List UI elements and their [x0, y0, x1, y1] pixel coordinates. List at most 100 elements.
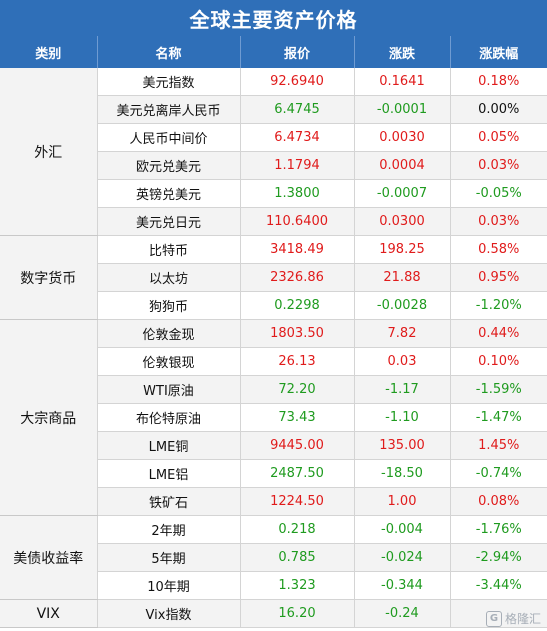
price-cell: 72.20: [239, 375, 354, 404]
asset-name-cell: 欧元兑美元: [96, 151, 240, 180]
table-row: 狗狗币 0.2298 -0.0028 -1.20%: [0, 291, 547, 320]
change-cell: 7.82: [353, 319, 450, 348]
asset-name-cell: 比特币: [96, 235, 240, 264]
change-pct-cell: -0.74%: [449, 459, 547, 488]
change-pct-cell: -1.20%: [449, 291, 547, 320]
change-pct-cell: 0.00%: [449, 95, 547, 124]
change-cell: 135.00: [353, 431, 450, 460]
asset-name-cell: 2年期: [96, 515, 240, 544]
change-pct-cell: -2.94%: [449, 543, 547, 572]
table-row: 人民币中间价 6.4734 0.0030 0.05%: [0, 123, 547, 152]
price-cell: 0.785: [239, 543, 354, 572]
change-pct-cell: 0.03%: [449, 207, 547, 236]
table-row: 英镑兑美元 1.3800 -0.0007 -0.05%: [0, 179, 547, 208]
table-row: 数字货币 比特币 3418.49 198.25 0.58%: [0, 235, 547, 320]
price-cell: 26.13: [239, 347, 354, 376]
change-cell: -0.24: [353, 599, 450, 628]
change-pct-cell: [449, 599, 547, 628]
change-pct-cell: -1.76%: [449, 515, 547, 544]
table-row: VIX Vix指数 16.20 -0.24: [0, 599, 547, 628]
change-cell: -1.17: [353, 375, 450, 404]
table-body: 外汇 美元指数 92.6940 0.1641 0.18% 美元兑离岸人民币 6.4745 -0…: [0, 68, 547, 628]
change-cell: 0.0300: [353, 207, 450, 236]
price-cell: 0.2298: [239, 291, 354, 320]
asset-name-cell: Vix指数: [96, 599, 240, 628]
watermark: G 格隆汇: [485, 610, 541, 627]
change-pct-cell: 0.58%: [449, 235, 547, 264]
page-title: 全球主要资产价格: [0, 0, 547, 36]
change-pct-cell: 1.45%: [449, 431, 547, 460]
change-cell: -0.0007: [353, 179, 450, 208]
change-pct-cell: 0.05%: [449, 123, 547, 152]
asset-name-cell: 5年期: [96, 543, 240, 572]
asset-name-cell: 布伦特原油: [96, 403, 240, 432]
price-cell: 110.6400: [239, 207, 354, 236]
watermark-text: 格隆汇: [504, 612, 541, 626]
table-row: 5年期 0.785 -0.024 -2.94%: [0, 543, 547, 572]
table-row: 伦敦银现 26.13 0.03 0.10%: [0, 347, 547, 376]
asset-price-table: 类别 名称 报价 涨跌 涨跌幅 外汇 美元指数 92.6940 0.1641 0.18%…: [0, 36, 547, 628]
table-row: 外汇 美元指数 92.6940 0.1641 0.18%: [0, 68, 547, 236]
price-cell: 2326.86: [239, 263, 354, 292]
price-cell: 6.4745: [239, 95, 354, 124]
change-cell: 21.88: [353, 263, 450, 292]
table-row: 铁矿石 1224.50 1.00 0.08%: [0, 487, 547, 516]
change-pct-cell: 0.95%: [449, 263, 547, 292]
change-cell: 0.1641: [353, 68, 450, 96]
asset-name-cell: 美元指数: [96, 68, 240, 96]
change-pct-cell: 0.08%: [449, 487, 547, 516]
asset-name-cell: 以太坊: [96, 263, 240, 292]
change-cell: 0.03: [353, 347, 450, 376]
change-pct-cell: -3.44%: [449, 571, 547, 600]
asset-name-cell: 铁矿石: [96, 487, 240, 516]
change-cell: 0.0030: [353, 123, 450, 152]
table-row: 美元兑日元 110.6400 0.0300 0.03%: [0, 207, 547, 236]
header-change-pct: 涨跌幅: [449, 36, 547, 68]
price-cell: 6.4734: [239, 123, 354, 152]
asset-name-cell: 美元兑日元: [96, 207, 240, 236]
change-cell: 1.00: [353, 487, 450, 516]
table-header-row: 类别 名称 报价 涨跌 涨跌幅: [0, 36, 547, 68]
price-cell: 73.43: [239, 403, 354, 432]
table-row: 布伦特原油 73.43 -1.10 -1.47%: [0, 403, 547, 432]
table-row: 欧元兑美元 1.1794 0.0004 0.03%: [0, 151, 547, 180]
asset-name-cell: WTI原油: [96, 375, 240, 404]
change-cell: 198.25: [353, 235, 450, 264]
change-pct-cell: -0.05%: [449, 179, 547, 208]
table-row: 美元兑离岸人民币 6.4745 -0.0001 0.00%: [0, 95, 547, 124]
asset-name-cell: 狗狗币: [96, 291, 240, 320]
change-cell: -18.50: [353, 459, 450, 488]
table-row: LME铝 2487.50 -18.50 -0.74%: [0, 459, 547, 488]
change-cell: -0.0001: [353, 95, 450, 124]
header-name: 名称: [96, 36, 240, 68]
asset-name-cell: 10年期: [96, 571, 240, 600]
change-pct-cell: -1.47%: [449, 403, 547, 432]
price-cell: 2487.50: [239, 459, 354, 488]
change-cell: -1.10: [353, 403, 450, 432]
price-cell: 1224.50: [239, 487, 354, 516]
change-cell: 0.0004: [353, 151, 450, 180]
table-row: WTI原油 72.20 -1.17 -1.59%: [0, 375, 547, 404]
header-price: 报价: [239, 36, 354, 68]
category-cell: 外汇: [0, 68, 97, 236]
asset-name-cell: 美元兑离岸人民币: [96, 95, 240, 124]
asset-name-cell: 伦敦银现: [96, 347, 240, 376]
price-cell: 1.323: [239, 571, 354, 600]
category-cell: 大宗商品: [0, 319, 97, 516]
table-row: 以太坊 2326.86 21.88 0.95%: [0, 263, 547, 292]
header-change: 涨跌: [353, 36, 450, 68]
change-pct-cell: -1.59%: [449, 375, 547, 404]
asset-name-cell: 伦敦金现: [96, 319, 240, 348]
change-pct-cell: 0.10%: [449, 347, 547, 376]
price-cell: 1.1794: [239, 151, 354, 180]
asset-name-cell: 人民币中间价: [96, 123, 240, 152]
change-pct-cell: 0.18%: [449, 68, 547, 96]
asset-name-cell: LME铜: [96, 431, 240, 460]
asset-name-cell: LME铝: [96, 459, 240, 488]
price-cell: 92.6940: [239, 68, 354, 96]
price-cell: 1.3800: [239, 179, 354, 208]
price-cell: 1803.50: [239, 319, 354, 348]
category-cell: 数字货币: [0, 235, 97, 320]
table-row: 大宗商品 伦敦金现 1803.50 7.82 0.44%: [0, 319, 547, 516]
table-row: 10年期 1.323 -0.344 -3.44%: [0, 571, 547, 600]
